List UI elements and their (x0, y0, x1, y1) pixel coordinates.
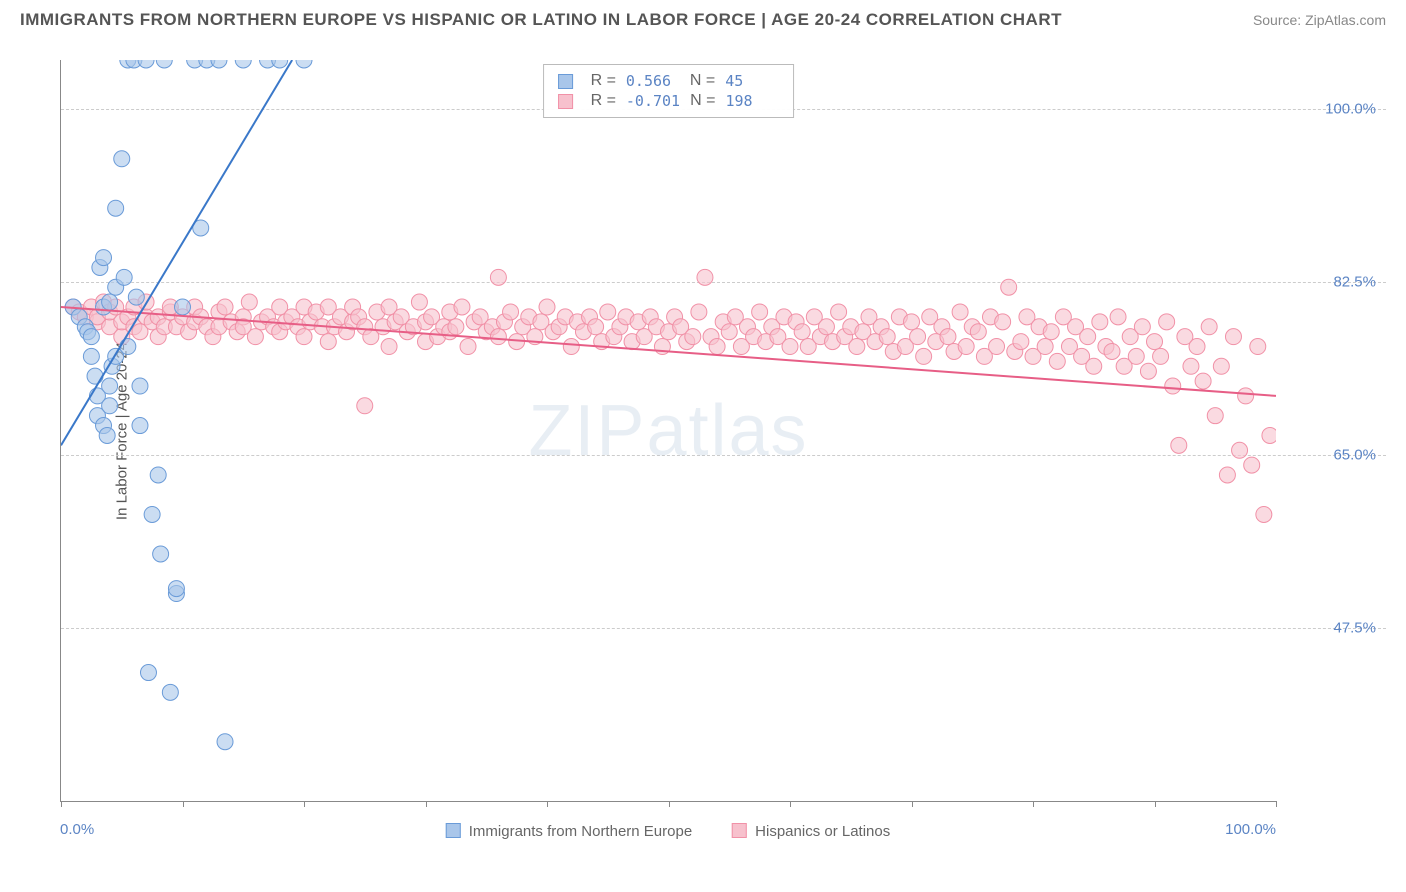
source-label: Source: ZipAtlas.com (1253, 12, 1386, 28)
x-axis-labels: 0.0% Immigrants from Northern Europe Hisp… (60, 814, 1276, 842)
source-prefix: Source: (1253, 12, 1305, 28)
y-tick-label: 100.0% (1325, 101, 1376, 118)
legend-swatch (558, 94, 573, 109)
n-label: N = (690, 92, 715, 110)
r-value: -0.701 (626, 92, 680, 110)
x-min-label: 0.0% (60, 821, 94, 838)
legend-item: Immigrants from Northern Europe (446, 823, 692, 840)
x-tick (912, 801, 913, 807)
x-tick (426, 801, 427, 807)
legend-swatch (446, 823, 461, 838)
scatter-plot-svg (61, 60, 1276, 801)
y-tick-label: 65.0% (1333, 447, 1376, 464)
stats-box: R = 0.566 N = 45 R = -0.701 N = 198 (543, 64, 795, 118)
x-tick (304, 801, 305, 807)
legend-label: Immigrants from Northern Europe (469, 823, 692, 840)
x-max-label: 100.0% (1225, 821, 1276, 838)
x-tick (790, 801, 791, 807)
y-tick-label: 82.5% (1333, 274, 1376, 291)
stats-row: R = 0.566 N = 45 (558, 71, 780, 91)
plot-area: ZIPatlas In Labor Force | Age 20-24 R =0… (60, 60, 1276, 802)
x-tick (1155, 801, 1156, 807)
bottom-legend: Immigrants from Northern Europe Hispanics… (446, 823, 891, 840)
chart-container: ZIPatlas In Labor Force | Age 20-24 R =0… (50, 50, 1386, 842)
x-tick (1276, 801, 1277, 807)
n-value: 198 (725, 92, 779, 110)
n-label: N = (690, 72, 715, 90)
legend-label: Hispanics or Latinos (755, 823, 890, 840)
legend-item: Hispanics or Latinos (732, 823, 890, 840)
x-tick (547, 801, 548, 807)
source-name: ZipAtlas.com (1305, 12, 1386, 28)
stats-row: R = -0.701 N = 198 (558, 91, 780, 111)
x-tick (61, 801, 62, 807)
n-value: 45 (725, 72, 779, 90)
chart-title: IMMIGRANTS FROM NORTHERN EUROPE VS HISPA… (20, 10, 1062, 30)
legend-swatch (732, 823, 747, 838)
legend-swatch (558, 74, 573, 89)
x-tick (669, 801, 670, 807)
y-tick-label: 47.5% (1333, 620, 1376, 637)
r-label: R = (591, 92, 616, 110)
x-tick (1033, 801, 1034, 807)
x-tick (183, 801, 184, 807)
r-label: R = (591, 72, 616, 90)
r-value: 0.566 (626, 72, 680, 90)
